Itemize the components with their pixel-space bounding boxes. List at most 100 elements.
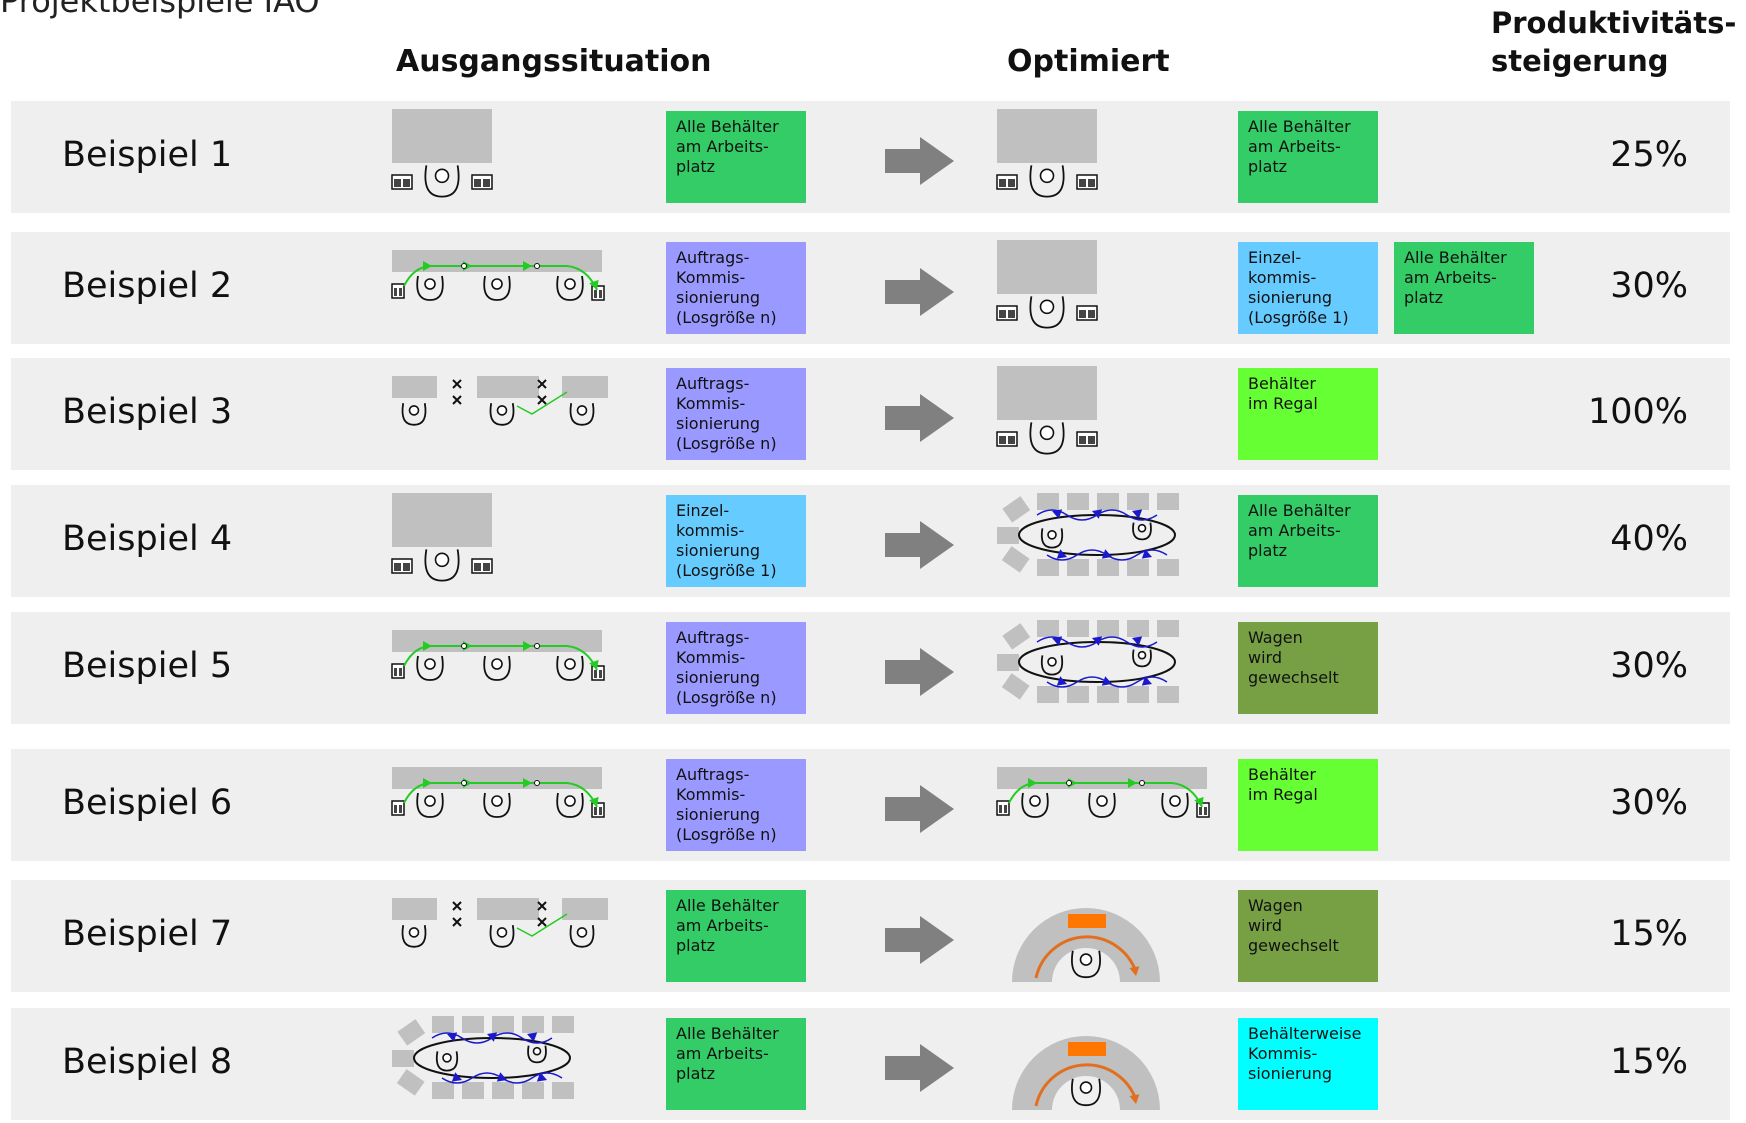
bin-place (1037, 493, 1059, 510)
person-body (401, 403, 427, 426)
bin-place (1001, 673, 1030, 700)
productivity-gain: 30% (1610, 646, 1688, 686)
person-head (496, 405, 508, 416)
person-head (1096, 795, 1108, 807)
marker (537, 917, 547, 927)
person-head (1029, 795, 1041, 807)
before-box: Auftrags- Kommis- sionierung (Losgröße n… (666, 759, 806, 851)
bin (591, 285, 605, 301)
bin-fill (999, 436, 1015, 444)
route (403, 645, 598, 671)
arrow-head (1056, 549, 1067, 559)
bin-fill (394, 179, 410, 187)
arrow-head (523, 641, 532, 651)
transition-arrow (885, 1044, 954, 1092)
bin-place (462, 1016, 484, 1033)
bin-place (1127, 686, 1149, 703)
bin-place (1067, 559, 1089, 576)
person-body (556, 655, 584, 681)
icon (391, 109, 493, 198)
bin-fill (999, 179, 1015, 187)
arc-shelf (1012, 908, 1160, 982)
dot (534, 780, 540, 786)
productivity-gain: 15% (1610, 914, 1688, 954)
arrow-head (1129, 966, 1140, 976)
person-body (556, 792, 584, 818)
row-band (11, 358, 1730, 470)
shelf (562, 898, 608, 920)
bin-place (432, 1016, 454, 1033)
arrow-head (1128, 778, 1137, 788)
shelf (997, 109, 1097, 163)
arrow-head (1056, 676, 1067, 686)
bin (591, 665, 605, 681)
bin-place (396, 1069, 425, 1096)
person-head (1169, 795, 1181, 807)
dot (534, 643, 540, 649)
bin-place (1127, 493, 1149, 510)
bin-place (432, 1082, 454, 1099)
row-label: Beispiel 3 (62, 392, 233, 432)
bin-fill (1079, 436, 1095, 444)
bin (391, 800, 405, 816)
bin-fill (594, 670, 602, 678)
arrow-head (523, 778, 532, 788)
person-head (408, 405, 420, 416)
marker (452, 379, 462, 389)
shelf (392, 493, 492, 547)
arrow-head (1132, 509, 1143, 519)
person-head (424, 795, 436, 807)
bin-place (552, 1082, 574, 1099)
bin-place (397, 1019, 426, 1046)
person-body (1132, 522, 1152, 541)
bin (391, 663, 405, 679)
arc-shelf (1012, 1036, 1160, 1110)
shelf (997, 366, 1097, 420)
bin-place (1001, 546, 1030, 573)
bin-fill (394, 563, 410, 571)
row-label: Beispiel 1 (62, 135, 233, 175)
bin (1196, 802, 1210, 818)
transition-arrow (885, 785, 954, 833)
dot (1139, 780, 1145, 786)
transition-arrow (885, 268, 954, 316)
icon (996, 240, 1098, 329)
before-box: Auftrags- Kommis- sionierung (Losgröße n… (666, 622, 806, 714)
person-body (489, 403, 515, 426)
after-box: Einzel- kommis- sionierung (Losgröße 1) (1238, 242, 1378, 334)
transition-arrow (885, 394, 954, 442)
shelf (392, 898, 437, 920)
person-body (416, 655, 444, 681)
person-body (1029, 165, 1065, 198)
shelf (392, 109, 492, 163)
pick-route (1036, 636, 1168, 688)
after-box: Alle Behälter am Arbeits- platz (1238, 111, 1378, 203)
person-head (1137, 650, 1147, 660)
person-body (416, 792, 444, 818)
arrow-head (589, 796, 599, 807)
after-box: Alle Behälter am Arbeits- platz (1394, 242, 1534, 334)
bin-place (1097, 620, 1119, 637)
person-head (434, 552, 450, 568)
bin-place (1157, 620, 1179, 637)
person-head (496, 927, 508, 938)
before-box: Alle Behälter am Arbeits- platz (666, 1018, 806, 1110)
person-head (564, 795, 576, 807)
bin-fill (999, 310, 1015, 318)
bin-place (1157, 493, 1179, 510)
bin-place (522, 1016, 544, 1033)
productivity-gain: 100% (1587, 392, 1688, 432)
marker (537, 395, 547, 405)
bin-place (1157, 559, 1179, 576)
person-head (1039, 425, 1055, 441)
bin-place (1002, 496, 1031, 523)
marker (452, 901, 462, 911)
dot (1066, 780, 1072, 786)
arrow-head (423, 778, 432, 788)
bin-place (1037, 620, 1059, 637)
row-label: Beispiel 8 (62, 1042, 233, 1082)
bin-place (392, 1050, 414, 1067)
person-head (576, 927, 588, 938)
after-box: Behälter im Regal (1238, 759, 1378, 851)
